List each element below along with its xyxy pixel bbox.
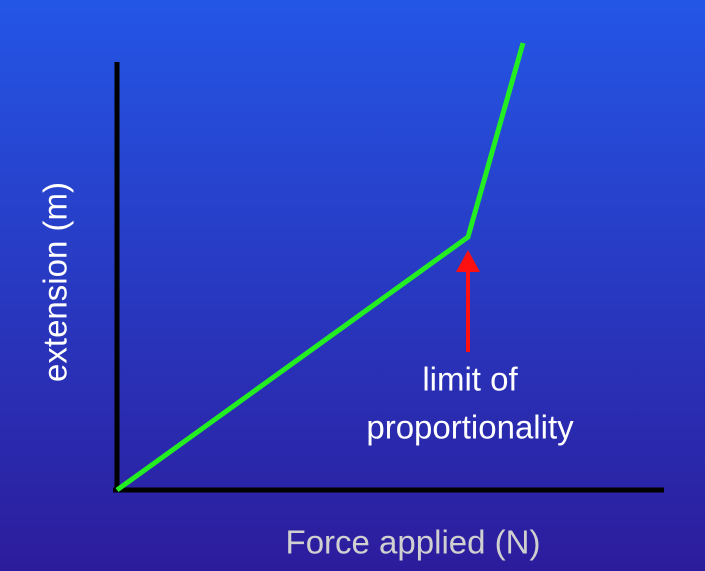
arrow-head: [456, 250, 480, 272]
x-axis-label: Force applied (N): [286, 524, 541, 561]
annotation-line: proportionality: [366, 409, 574, 446]
annotation-line: limit of: [422, 361, 518, 398]
extension-curve: [115, 42, 526, 493]
y-axis-label: extension (m): [37, 182, 74, 382]
